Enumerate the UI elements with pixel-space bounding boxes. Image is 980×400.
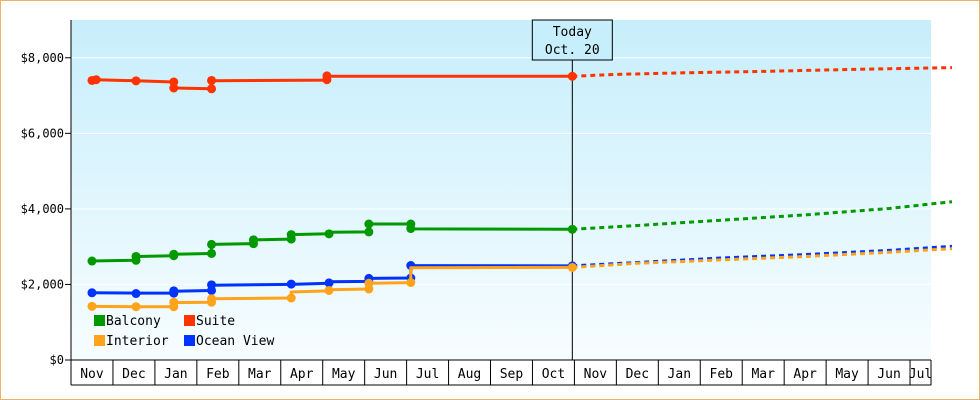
x-tick-label: Mar [751,367,775,382]
x-tick-label: Aug [458,367,481,382]
interior-point [567,262,577,272]
x-tick-label: Feb [206,367,230,382]
suite-point [169,83,179,93]
today-date-label: Oct. 20 [545,43,600,58]
balcony-point [169,249,179,259]
suite-point [131,76,141,86]
ocean-view-point [87,288,97,298]
x-tick-label: Feb [710,367,734,382]
interior-point [169,297,179,307]
balcony-point [406,224,416,234]
x-tick-label: Jan [164,367,187,382]
suite-point [91,75,101,85]
balcony-point [567,224,577,234]
today-box [531,19,613,61]
ocean-view-point [131,289,141,299]
suite-point [322,71,332,81]
legend-swatch [184,335,195,346]
x-tick-label: May [332,367,356,382]
x-tick-label: Jul [909,367,932,382]
x-tick-label: Apr [793,367,817,382]
balcony-forecast-line [572,200,953,231]
suite-forecast-line [572,66,953,78]
x-tick-label: Sep [500,367,524,382]
today-label: Today [553,25,592,40]
interior-point [406,278,416,288]
x-tick-label: Apr [290,367,314,382]
interior-point [131,302,141,312]
x-tick-label: Nov [584,367,608,382]
x-tick-label: Oct [542,367,565,382]
y-tick-label: $6,000 [21,126,64,140]
x-tick-label: Jul [416,367,439,382]
balcony-point [364,227,374,237]
x-tick-label: Dec [626,367,649,382]
x-tick-label: Jun [877,367,900,382]
suite-point [567,71,577,81]
balcony-point [87,256,97,266]
y-tick-label: $2,000 [21,277,64,291]
x-tick-label: Nov [80,367,104,382]
x-tick-label: Mar [248,367,272,382]
suite-point [207,84,217,94]
y-tick-label: $0 [50,353,64,367]
ocean-view-point [207,280,217,290]
y-tick-label: $4,000 [21,202,64,216]
legend-label: Interior [106,334,169,349]
interior-point [324,285,334,295]
legend-swatch [94,335,105,346]
balcony-point [364,219,374,229]
interior-point [207,294,217,304]
legend-label: Balcony [106,314,161,329]
x-tick-label: Dec [122,367,145,382]
ocean-view-point [286,279,296,289]
legend-swatch [184,315,195,326]
interior-forecast-line [572,247,953,269]
ocean-view-point [169,286,179,296]
x-tick-label: May [835,367,859,382]
x-tick-label: Jun [374,367,397,382]
x-tick-label: Jan [668,367,691,382]
balcony-point [286,230,296,240]
interior-point [87,301,97,311]
suite-point [207,75,217,85]
legend-swatch [94,315,105,326]
balcony-history-line [89,222,573,263]
balcony-point [131,251,141,261]
legend-label: Ocean View [196,334,274,349]
y-tick-label: $8,000 [21,51,64,65]
legend-label: Suite [196,314,235,329]
ocean-view-point [324,278,334,288]
interior-point [286,293,296,303]
balcony-point [207,248,217,258]
balcony-point [248,235,258,245]
balcony-point [207,239,217,249]
interior-point [364,278,374,288]
balcony-point [324,229,334,239]
